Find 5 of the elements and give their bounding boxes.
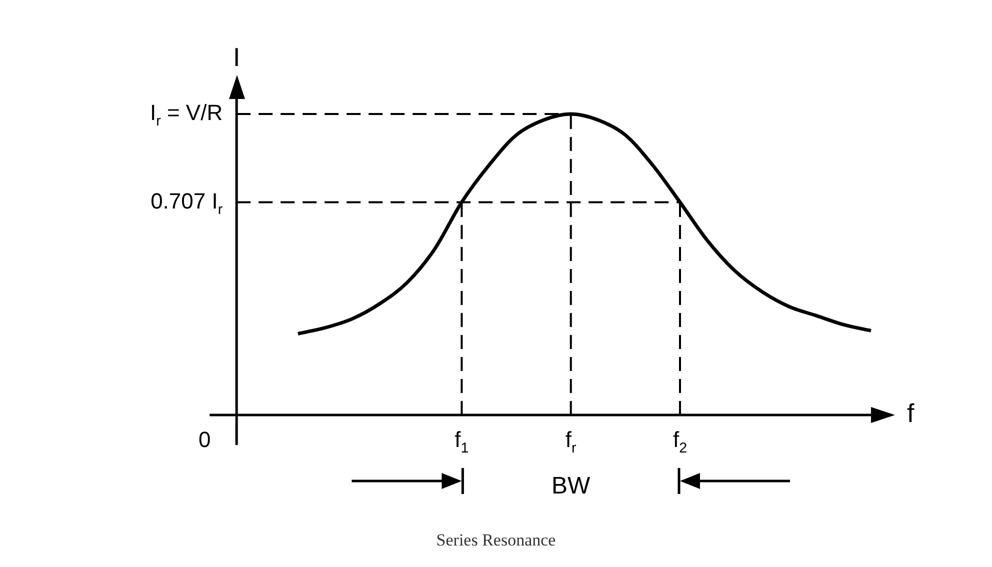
text: BW bbox=[552, 472, 591, 500]
text: Series Resonance bbox=[436, 530, 556, 550]
y-axis-title: I bbox=[232, 42, 240, 72]
text: 0 bbox=[198, 427, 211, 452]
x-axis-title: f bbox=[907, 398, 915, 428]
